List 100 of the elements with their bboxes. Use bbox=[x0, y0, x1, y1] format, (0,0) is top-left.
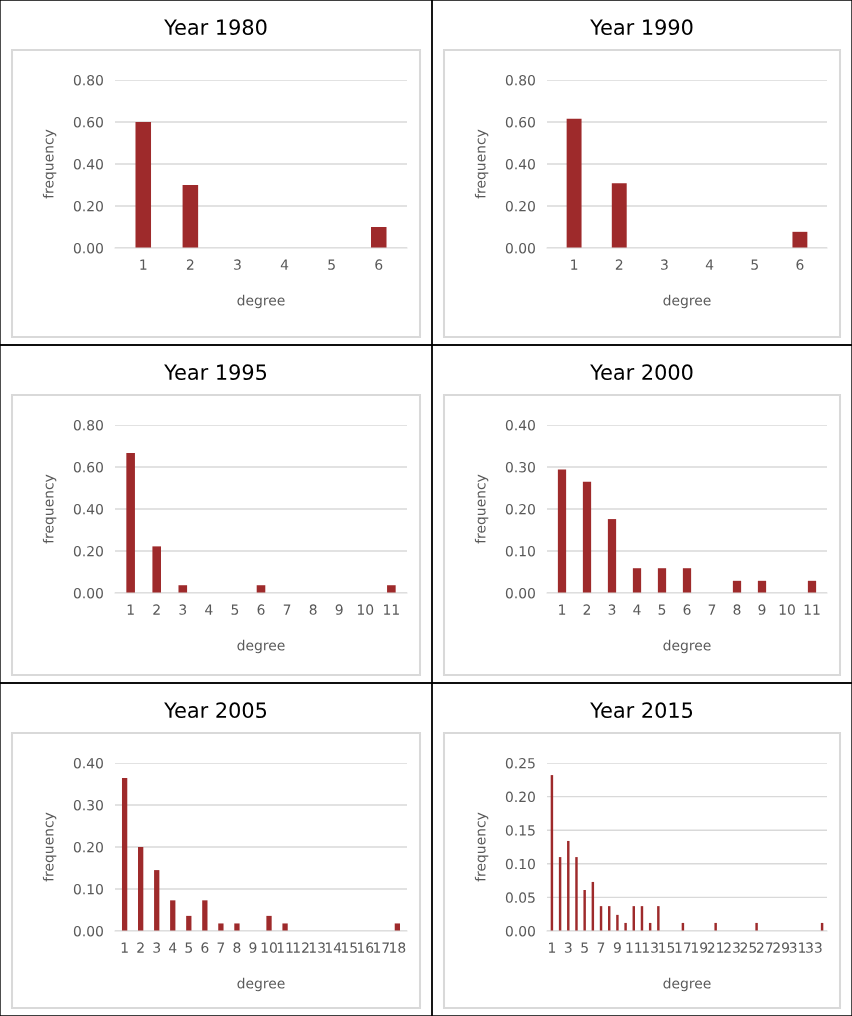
x-tick-label: 6 bbox=[201, 942, 209, 953]
x-tick-label: 11 bbox=[804, 604, 820, 615]
x-tick-label: 7 bbox=[597, 942, 605, 953]
bar bbox=[126, 452, 135, 593]
bar bbox=[792, 231, 808, 248]
y-tick-label: 0.20 bbox=[73, 200, 103, 212]
x-tick-label: 1 bbox=[140, 259, 147, 270]
y-tick-label: 0.40 bbox=[73, 158, 103, 170]
x-tick-label: 33 bbox=[806, 942, 822, 953]
x-tick-label: 5 bbox=[185, 942, 193, 953]
x-tick-label: 9 bbox=[613, 942, 621, 953]
x-axis-title: degree bbox=[237, 294, 285, 309]
y-tick-label: 0.60 bbox=[505, 116, 535, 128]
x-tick-label: 15 bbox=[659, 942, 675, 953]
y-tick-label: 0.00 bbox=[505, 587, 535, 599]
bar bbox=[178, 585, 188, 593]
x-tick-label: 13 bbox=[309, 942, 325, 953]
x-tick-label: 25 bbox=[740, 942, 757, 953]
x-tick-label: 2 bbox=[186, 259, 194, 270]
bar bbox=[616, 914, 619, 931]
bar bbox=[657, 568, 667, 593]
x-axis-title: degree bbox=[663, 639, 711, 654]
y-tick-label: 0.30 bbox=[73, 799, 103, 811]
bar bbox=[583, 890, 586, 931]
x-tick-label: 17 bbox=[675, 942, 691, 953]
y-tick-label: 0.10 bbox=[505, 858, 535, 870]
x-tick-label: 5 bbox=[751, 259, 758, 270]
x-tick-label: 16 bbox=[357, 942, 374, 953]
y-tick-label: 0.05 bbox=[505, 892, 535, 903]
x-tick-label: 5 bbox=[231, 604, 239, 615]
bar bbox=[682, 568, 692, 593]
x-tick-label: 7 bbox=[217, 942, 225, 953]
y-tick-label: 0.10 bbox=[73, 883, 103, 895]
x-tick-label: 4 bbox=[633, 604, 641, 615]
x-tick-label: 1 bbox=[127, 604, 134, 615]
x-axis-title: degree bbox=[237, 977, 285, 992]
y-tick-label: 0.20 bbox=[505, 200, 535, 212]
x-tick-label: 4 bbox=[705, 259, 714, 270]
x-tick-label: 18 bbox=[390, 942, 406, 953]
y-tick-label: 0.20 bbox=[505, 503, 535, 515]
x-tick-label: 11 bbox=[626, 942, 642, 953]
x-tick-label: 31 bbox=[789, 942, 806, 953]
y-tick-label: 0.80 bbox=[73, 419, 103, 431]
bar bbox=[632, 568, 642, 593]
bar bbox=[202, 900, 208, 931]
x-tick-label: 3 bbox=[661, 259, 668, 270]
x-tick-label: 9 bbox=[335, 604, 343, 615]
y-tick-label: 0.80 bbox=[505, 74, 535, 86]
y-tick-label: 0.00 bbox=[73, 242, 103, 254]
x-tick-label: 10 bbox=[779, 604, 795, 615]
bar bbox=[182, 185, 199, 248]
x-tick-label: 6 bbox=[375, 259, 383, 270]
x-axis-title: degree bbox=[663, 977, 711, 992]
bar bbox=[575, 857, 578, 931]
bar bbox=[607, 519, 617, 593]
x-tick-label: 2 bbox=[615, 259, 623, 270]
bar bbox=[170, 900, 176, 931]
x-tick-label: 3 bbox=[153, 942, 161, 953]
bar bbox=[557, 469, 567, 593]
bar bbox=[657, 906, 660, 931]
bar bbox=[582, 481, 592, 593]
y-tick-label: 0.80 bbox=[73, 74, 103, 86]
x-tick-label: 6 bbox=[683, 604, 691, 615]
x-tick-label: 6 bbox=[796, 259, 804, 270]
y-tick-label: 0.40 bbox=[505, 419, 535, 431]
x-tick-label: 4 bbox=[205, 604, 213, 615]
y-tick-label: 0.60 bbox=[73, 116, 103, 128]
chart-title: Year 2000 bbox=[590, 364, 693, 381]
y-axis-title: frequency bbox=[42, 129, 57, 199]
bar bbox=[121, 778, 128, 931]
x-tick-label: 1 bbox=[121, 942, 128, 953]
x-tick-label: 11 bbox=[277, 942, 293, 953]
x-tick-label: 8 bbox=[309, 604, 317, 615]
y-tick-label: 0.00 bbox=[505, 925, 535, 937]
x-tick-label: 29 bbox=[773, 942, 790, 953]
bar bbox=[755, 922, 758, 931]
x-tick-label: 4 bbox=[169, 942, 177, 953]
chart-title: Year 2005 bbox=[164, 702, 267, 719]
x-tick-label: 12 bbox=[293, 942, 309, 953]
x-tick-label: 21 bbox=[707, 942, 724, 953]
y-tick-label: 0.40 bbox=[73, 503, 103, 515]
x-tick-label: 2 bbox=[153, 604, 160, 615]
bar bbox=[135, 122, 152, 248]
bar bbox=[154, 870, 160, 931]
x-tick-label: 9 bbox=[758, 604, 766, 615]
bar bbox=[282, 923, 288, 931]
x-tick-label: 10 bbox=[357, 604, 374, 615]
x-axis-title: degree bbox=[663, 294, 711, 309]
y-tick-label: 0.00 bbox=[505, 242, 535, 254]
x-tick-label: 2 bbox=[137, 942, 144, 953]
bar bbox=[152, 546, 162, 593]
x-tick-label: 9 bbox=[249, 942, 257, 953]
x-tick-label: 1 bbox=[571, 259, 578, 270]
bar bbox=[138, 847, 144, 931]
y-tick-label: 0.20 bbox=[73, 841, 103, 853]
y-axis-title: frequency bbox=[474, 812, 489, 882]
x-tick-label: 17 bbox=[374, 942, 389, 953]
x-tick-label: 14 bbox=[325, 942, 342, 953]
x-tick-label: 15 bbox=[341, 942, 357, 953]
x-tick-label: 7 bbox=[283, 604, 291, 615]
